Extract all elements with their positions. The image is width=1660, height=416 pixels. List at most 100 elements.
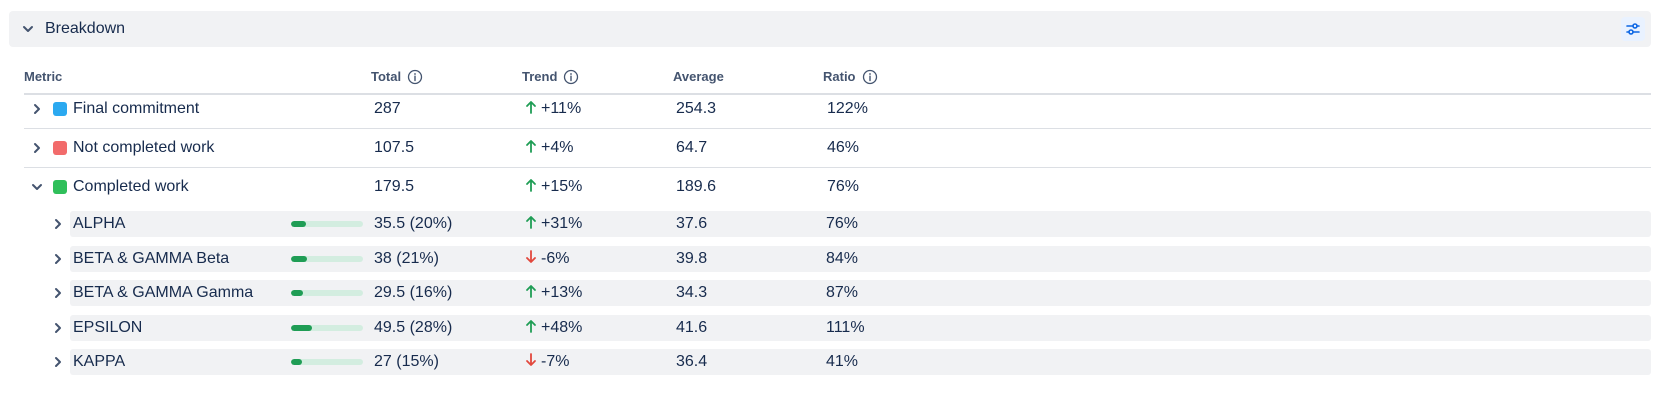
list-item[interactable]: BETA & GAMMA Gamma 29.5 (16%) +13% 34.3 … xyxy=(70,280,1651,306)
share-bar-fill xyxy=(291,290,304,296)
column-header-ratio[interactable]: Ratio xyxy=(823,69,878,85)
ratio-value: 84% xyxy=(826,250,859,267)
average-value: 64.7 xyxy=(676,139,708,156)
average-value: 189.6 xyxy=(676,178,717,195)
column-header-metric[interactable]: Metric xyxy=(24,69,62,85)
ratio-value: 76% xyxy=(826,215,859,232)
column-header-label: Trend xyxy=(522,69,558,84)
chevron-right-icon[interactable] xyxy=(51,252,65,266)
trend-text: -6% xyxy=(541,250,570,267)
share-bar-fill xyxy=(291,256,307,262)
list-item[interactable]: BETA & GAMMA Beta 38 (21%) -6% 39.8 84% xyxy=(70,246,1651,272)
chevron-down-icon[interactable] xyxy=(21,22,35,36)
average-value: 254.3 xyxy=(676,100,717,117)
list-item[interactable]: EPSILON 49.5 (28%) +48% 41.6 111% xyxy=(70,315,1651,341)
column-header-total[interactable]: Total xyxy=(371,69,423,85)
share-bar xyxy=(291,359,363,365)
share-bar xyxy=(291,221,363,227)
trend-value: -6% xyxy=(525,249,569,269)
list-item[interactable]: KAPPA 27 (15%) -7% 36.4 41% xyxy=(70,349,1651,375)
arrow-down-icon xyxy=(526,250,536,263)
legend-swatch xyxy=(53,102,67,116)
trend-text: +13% xyxy=(541,284,583,301)
arrow-down-icon xyxy=(526,353,536,366)
ratio-value: 46% xyxy=(827,139,860,156)
average-value: 39.8 xyxy=(676,250,708,267)
total-value: 287 xyxy=(374,100,401,117)
total-value: 27 (15%) xyxy=(374,353,439,370)
total-value: 29.5 (16%) xyxy=(374,284,453,301)
subrow-label: BETA & GAMMA Gamma xyxy=(73,284,254,301)
chevron-right-icon[interactable] xyxy=(51,321,65,335)
trend-text: +4% xyxy=(541,139,574,156)
average-value: 34.3 xyxy=(676,284,708,301)
share-bar-fill xyxy=(291,325,313,331)
arrow-up-icon xyxy=(526,101,536,114)
column-header-label: Metric xyxy=(24,69,63,84)
trend-text: +48% xyxy=(541,319,583,336)
trend-text: +31% xyxy=(541,215,583,232)
column-header-label: Average xyxy=(673,69,724,84)
total-value: 35.5 (20%) xyxy=(374,215,453,232)
column-header-label: Ratio xyxy=(823,69,856,84)
subrow-label: BETA & GAMMA Beta xyxy=(73,250,230,267)
arrow-up-icon xyxy=(526,285,536,298)
subrow-label: ALPHA xyxy=(73,215,126,232)
list-item[interactable]: ALPHA 35.5 (20%) +31% 37.6 76% xyxy=(70,211,1651,237)
arrow-up-icon xyxy=(526,320,536,333)
breakdown-panel-header[interactable]: Breakdown xyxy=(9,11,1651,47)
trend-text: +11% xyxy=(541,100,582,117)
chevron-right-icon[interactable] xyxy=(30,141,44,155)
ratio-value: 111% xyxy=(826,319,865,336)
subrow-label: EPSILON xyxy=(73,319,143,336)
average-value: 36.4 xyxy=(676,353,708,370)
ratio-value: 41% xyxy=(826,353,859,370)
chevron-right-icon[interactable] xyxy=(51,355,65,369)
table-row[interactable]: Completed work 179.5 +15% 189.6 76% xyxy=(24,167,1651,207)
chevron-right-icon[interactable] xyxy=(51,217,65,231)
share-bar xyxy=(291,290,363,296)
trend-text: -7% xyxy=(541,353,570,370)
total-value: 49.5 (28%) xyxy=(374,319,453,336)
ratio-value: 87% xyxy=(826,284,859,301)
legend-swatch xyxy=(53,180,67,194)
table-row[interactable]: Final commitment 287 +11% 254.3 122% xyxy=(24,89,1651,129)
column-header-trend[interactable]: Trend xyxy=(522,69,579,85)
total-value: 107.5 xyxy=(374,139,415,156)
average-value: 41.6 xyxy=(676,319,708,336)
trend-value: -7% xyxy=(525,352,569,372)
column-header-label: Total xyxy=(371,69,402,84)
info-icon[interactable] xyxy=(563,69,579,85)
share-bar xyxy=(291,325,363,331)
arrow-up-icon xyxy=(526,179,536,192)
ratio-value: 76% xyxy=(827,178,860,195)
settings-button[interactable] xyxy=(1621,17,1645,41)
arrow-up-icon xyxy=(526,216,536,229)
row-divider xyxy=(24,167,1651,168)
row-label: Not completed work xyxy=(73,139,215,156)
header-divider xyxy=(24,93,1651,95)
arrow-up-icon xyxy=(526,140,536,153)
chevron-down-icon[interactable] xyxy=(30,180,44,194)
average-value: 37.6 xyxy=(676,215,708,232)
info-icon[interactable] xyxy=(862,69,878,85)
row-divider xyxy=(24,128,1651,129)
trend-value: +48% xyxy=(525,318,582,338)
trend-value: +4% xyxy=(525,138,573,158)
trend-value: +11% xyxy=(525,99,581,119)
panel-title: Breakdown xyxy=(45,20,126,37)
trend-value: +15% xyxy=(525,177,582,197)
total-value: 179.5 xyxy=(374,178,415,195)
row-label: Completed work xyxy=(73,178,189,195)
legend-swatch xyxy=(53,141,67,155)
info-icon[interactable] xyxy=(407,69,423,85)
share-bar xyxy=(291,256,363,262)
trend-value: +13% xyxy=(525,283,582,303)
table-row[interactable]: Not completed work 107.5 +4% 64.7 46% xyxy=(24,128,1651,168)
column-header-average[interactable]: Average xyxy=(673,69,724,85)
chevron-right-icon[interactable] xyxy=(51,286,65,300)
subrow-label: KAPPA xyxy=(73,353,126,370)
row-label: Final commitment xyxy=(73,100,200,117)
chevron-right-icon[interactable] xyxy=(30,102,44,116)
share-bar-fill xyxy=(291,359,303,365)
